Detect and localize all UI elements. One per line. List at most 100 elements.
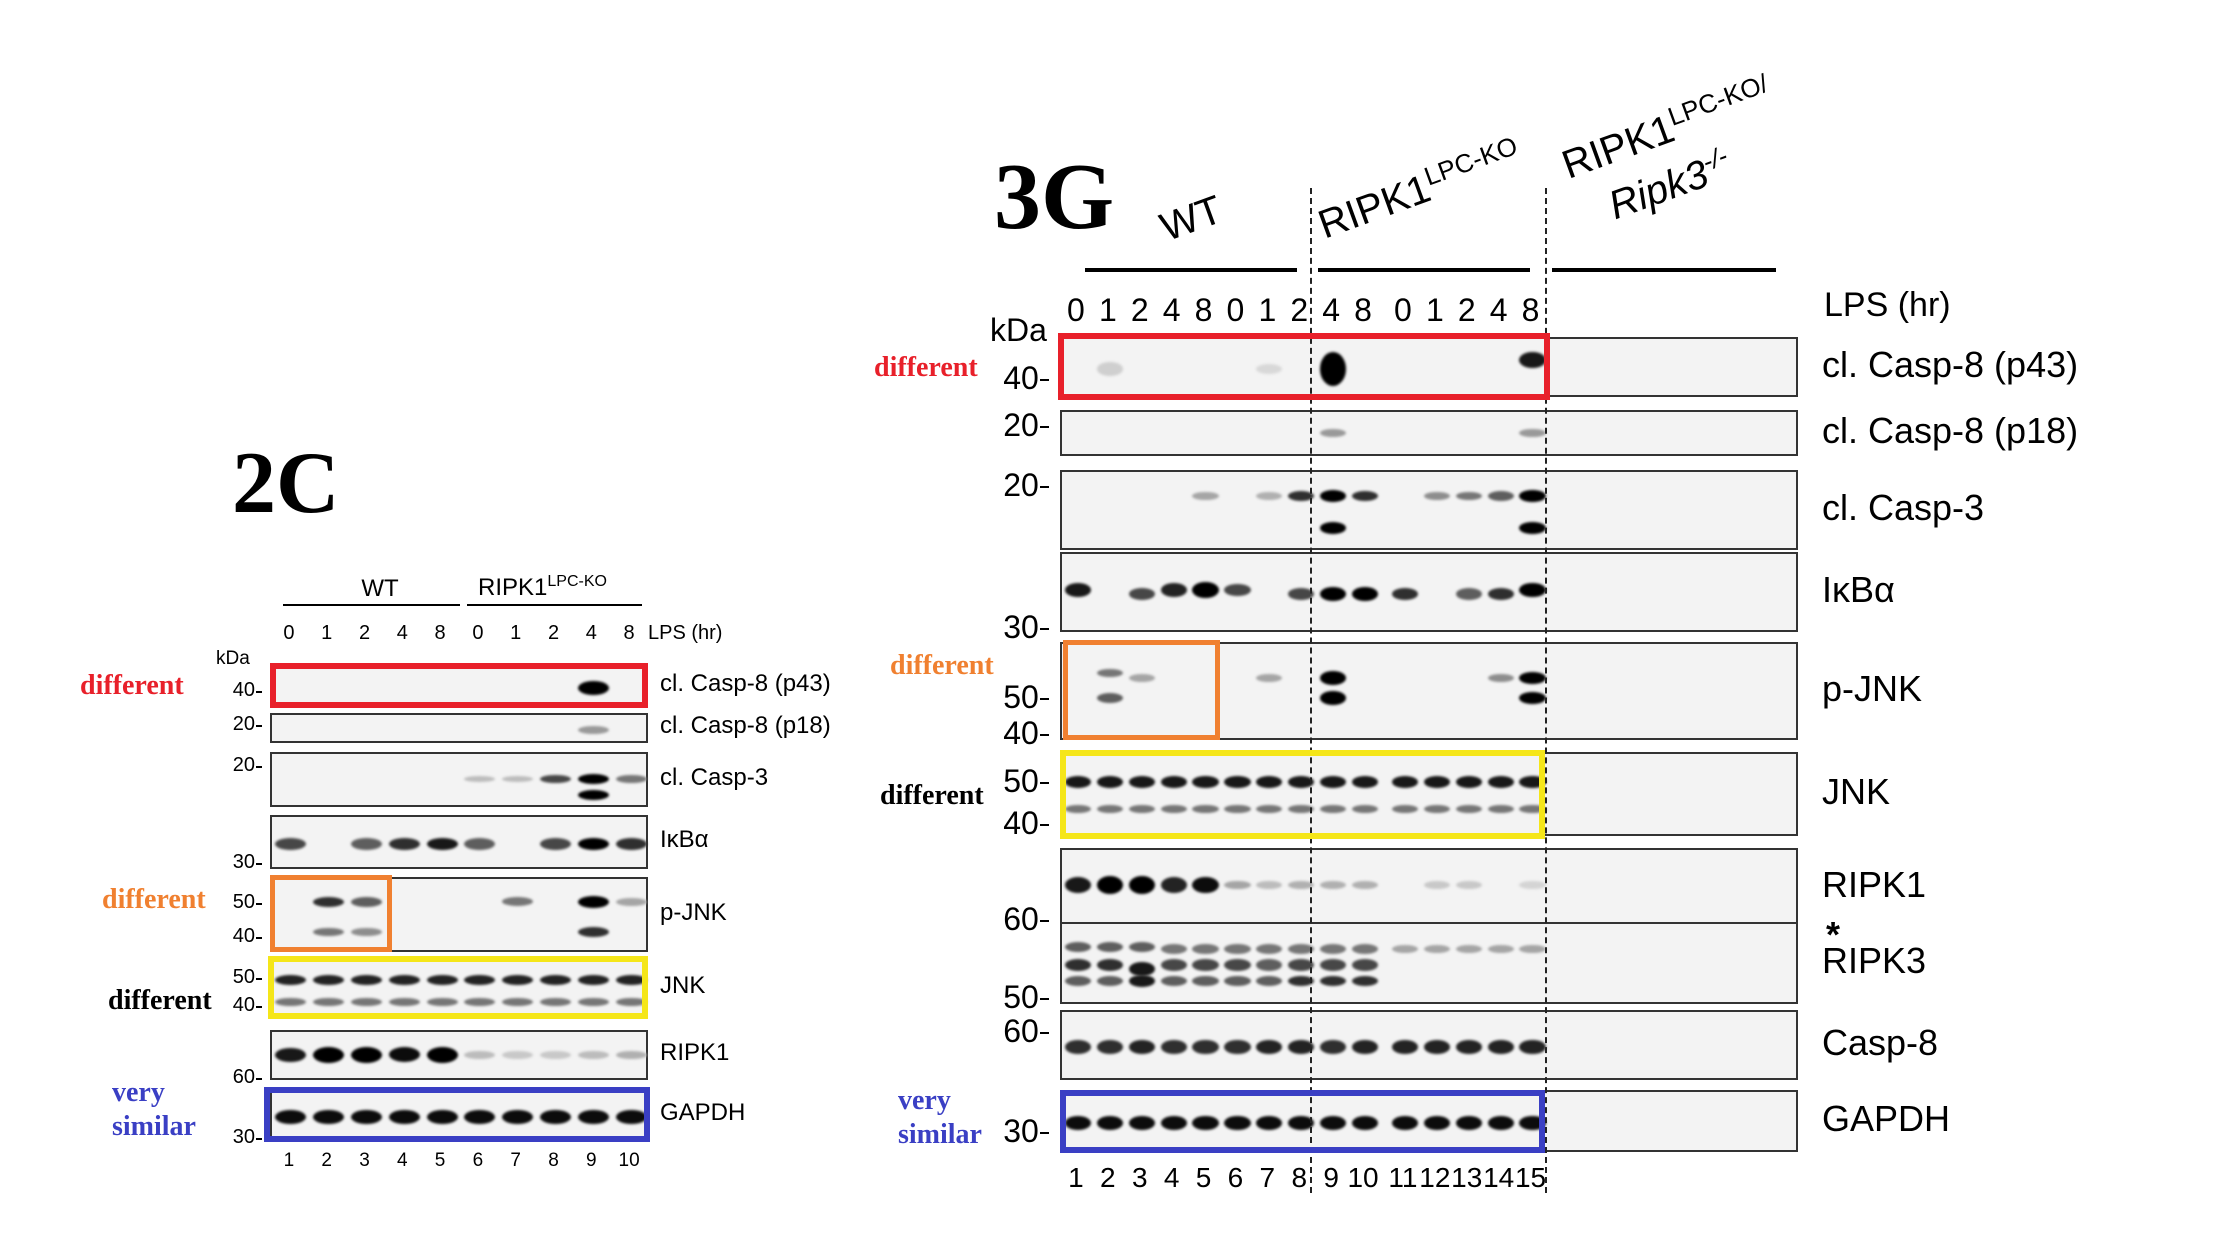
panel-2c-lane-number-6: 6 [472, 1150, 484, 1171]
panel-3g-group-dko: RIPK1LPC-KO/ Ripk3-/- [1553, 61, 1797, 238]
panel-3g-band [1096, 1040, 1123, 1054]
panel-2c-marker-1-1: 40 [232, 679, 255, 701]
panel-3g-band [1064, 804, 1092, 813]
panel-3g-lane-number-11: 11 [1388, 1162, 1418, 1193]
panel-3g-band [1128, 975, 1155, 988]
panel-2c-band [388, 974, 420, 985]
panel-3g-band [1192, 492, 1219, 500]
panel-3g-blot-strip-5 [1060, 642, 1798, 740]
panel-3g-band [1351, 1116, 1379, 1130]
panel-3g-band [1519, 672, 1546, 685]
panel-3g-marker-tick [1039, 698, 1050, 700]
panel-3g-band [1064, 877, 1092, 894]
panel-3g-band [1128, 804, 1155, 813]
panel-3g-band [1320, 671, 1347, 686]
panel-3g-band [1256, 492, 1283, 500]
panel-3g-band [1487, 1116, 1514, 1130]
panel-2c-blot-label-7: RIPK1 [660, 1039, 730, 1067]
panel-3g-lps-time-1: 0 [1067, 292, 1085, 328]
panel-2c-band [615, 998, 647, 1006]
panel-2c-band [540, 774, 571, 783]
panel-3g-band [1192, 582, 1219, 598]
panel-3g-lane-number-3: 3 [1131, 1162, 1148, 1193]
panel-2c-lps-label: LPS (hr) [648, 622, 723, 644]
panel-3g-band [1256, 1116, 1283, 1130]
panel-3g-band [1192, 804, 1219, 813]
panel-3g-band [1519, 944, 1546, 953]
panel-3g-band [1455, 775, 1482, 788]
panel-3g-lane-number-12: 12 [1419, 1162, 1451, 1193]
panel-2c-marker-tick [255, 725, 262, 727]
panel-3g-lps-time-12: 1 [1425, 292, 1444, 328]
panel-2c-lps-time-10: 8 [623, 622, 635, 644]
panel-2c-band [275, 974, 307, 985]
panel-3g-lane-number-9: 9 [1323, 1162, 1339, 1193]
panel-2c-band [577, 773, 609, 784]
panel-3g-marker-tick [1039, 628, 1050, 630]
panel-3g-band [1423, 881, 1450, 890]
panel-2c-title: 2C [232, 435, 340, 532]
panel-2c-lane-number-7: 7 [510, 1150, 521, 1171]
panel-3g-lane-number-6: 6 [1227, 1162, 1244, 1193]
panel-3g-band [1224, 943, 1251, 954]
panel-3g-band [1256, 1040, 1283, 1054]
panel-2c-band [540, 838, 571, 850]
panel-3g-band [1320, 775, 1347, 788]
panel-3g-blot-strip-9 [1060, 1010, 1798, 1080]
panel-3g-lane-number-4: 4 [1163, 1162, 1180, 1193]
panel-3g-gapdh-highlight [1060, 1090, 1545, 1153]
panel-3g-marker-tick [1039, 824, 1050, 826]
panel-3g-jnk-annotation: different [880, 780, 984, 811]
panel-2c-band [388, 998, 420, 1006]
panel-2c-marker-7-1: 60 [232, 1066, 255, 1088]
panel-2c-marker-5-2: 40 [232, 925, 255, 947]
panel-2c-band [351, 974, 382, 985]
panel-2c-band [615, 974, 647, 985]
panel-3g-blot-label-10: GAPDH [1822, 1097, 1951, 1139]
panel-3g-band [1064, 775, 1092, 788]
panel-3g-lps-time-2: 1 [1098, 292, 1117, 328]
panel-3g-band [1224, 1116, 1251, 1130]
panel-2c-band [426, 1110, 458, 1124]
panel-2c-gapdh-annotation-1: very [112, 1077, 165, 1108]
panel-3g-pjnk-annotation: different [890, 650, 994, 681]
panel-2c-band [502, 1110, 534, 1124]
panel-2c-marker-tick [255, 978, 262, 980]
panel-3g-band [1320, 690, 1347, 705]
panel-3g-band [1320, 1040, 1347, 1054]
panel-3g-gapdh-annotation-2: similar [898, 1119, 982, 1150]
panel-2c-group-ko-bar [467, 604, 642, 606]
panel-3g-band [1288, 491, 1315, 501]
panel-2c-gapdh-annotation-2: similar [112, 1111, 196, 1142]
panel-3g-blot-label-5: p-JNK [1822, 667, 1923, 709]
panel-3g-band [1351, 587, 1379, 601]
panel-3g-marker-tick [1039, 426, 1050, 428]
panel-3g-band [1160, 804, 1187, 813]
panel-2c-band [464, 998, 496, 1006]
panel-3g-band [1487, 944, 1514, 953]
panel-3g-marker-10-1: 30 [1003, 1112, 1039, 1149]
panel-3g-band [1320, 352, 1347, 386]
panel-3g-band [1487, 588, 1514, 600]
panel-2c-marker-tick [255, 937, 262, 939]
panel-2c-band [275, 998, 307, 1006]
panel-3g-band [1256, 959, 1283, 971]
panel-3g-band [1064, 976, 1092, 987]
panel-3g-band [1192, 976, 1219, 987]
panel-3g-band [1288, 775, 1315, 788]
panel-3g-lane-number-13: 13 [1451, 1162, 1483, 1193]
panel-3g-lane-number-14: 14 [1483, 1162, 1515, 1193]
panel-3g-band [1320, 943, 1347, 954]
panel-2c-band [577, 974, 609, 985]
panel-3g-band [1288, 943, 1315, 954]
panel-3g-lps-time-15: 8 [1521, 292, 1540, 328]
panel-3g-band [1288, 976, 1315, 987]
panel-2c-band [540, 1050, 571, 1059]
panel-3g-lane-number-5: 5 [1195, 1162, 1212, 1193]
panel-2c-band [426, 1046, 458, 1063]
panel-3g-band [1096, 669, 1123, 678]
panel-3g-group-ko-sup: LPC-KO [1420, 130, 1522, 192]
panel-3g-marker-tick [1039, 734, 1050, 736]
panel-2c-blot-label-3: cl. Casp-3 [660, 763, 769, 791]
panel-3g-lps-time-3: 2 [1130, 292, 1149, 328]
